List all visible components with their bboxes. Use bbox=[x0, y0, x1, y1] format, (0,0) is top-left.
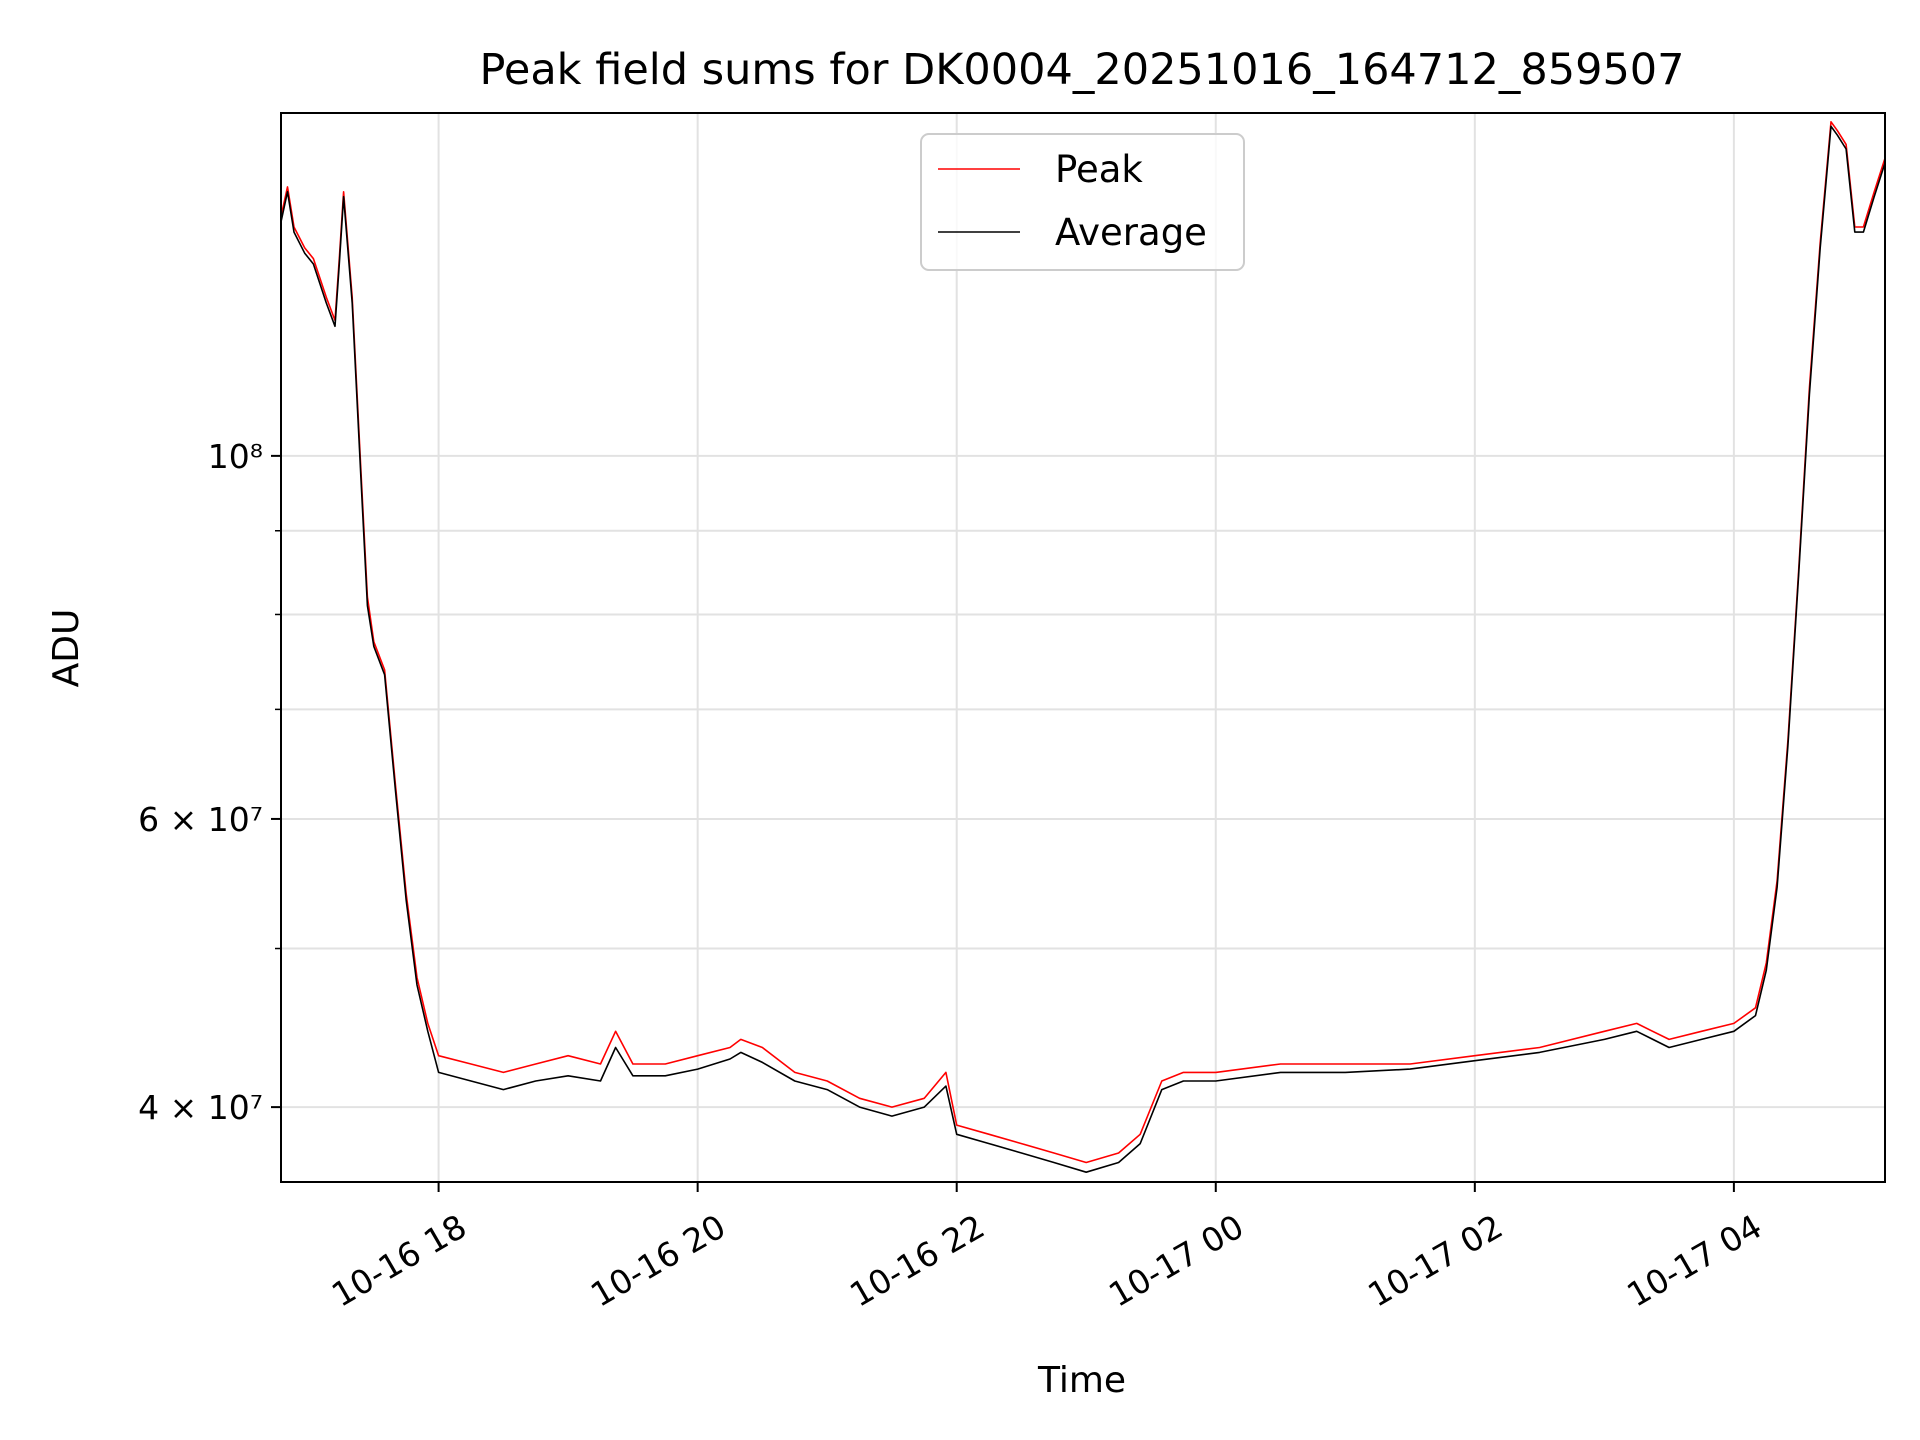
x-axis-label: Time bbox=[1037, 1360, 1126, 1401]
plot-frame bbox=[280, 112, 1886, 1183]
y-tick-label: 10⁸ bbox=[208, 437, 263, 476]
series-line-peak bbox=[280, 121, 1886, 1164]
y-axis-ticks: 4 × 10⁷ 6 × 10⁷ 10⁸ bbox=[138, 437, 281, 1127]
legend-label-peak: Peak bbox=[1055, 148, 1143, 191]
y-tick-label: 4 × 10⁷ bbox=[138, 1088, 263, 1127]
grid-lines bbox=[281, 113, 1885, 1182]
y-axis-label: ADU bbox=[46, 609, 87, 688]
legend-box bbox=[920, 133, 1245, 271]
series-layer bbox=[280, 121, 1886, 1173]
chart-title: Peak field sums for DK0004_20251016_1647… bbox=[479, 45, 1684, 95]
y-tick-label: 6 × 10⁷ bbox=[138, 800, 263, 839]
legend-label-average: Average bbox=[1055, 211, 1207, 254]
legend: Peak Average bbox=[920, 133, 1245, 271]
series-line-average bbox=[280, 125, 1886, 1173]
